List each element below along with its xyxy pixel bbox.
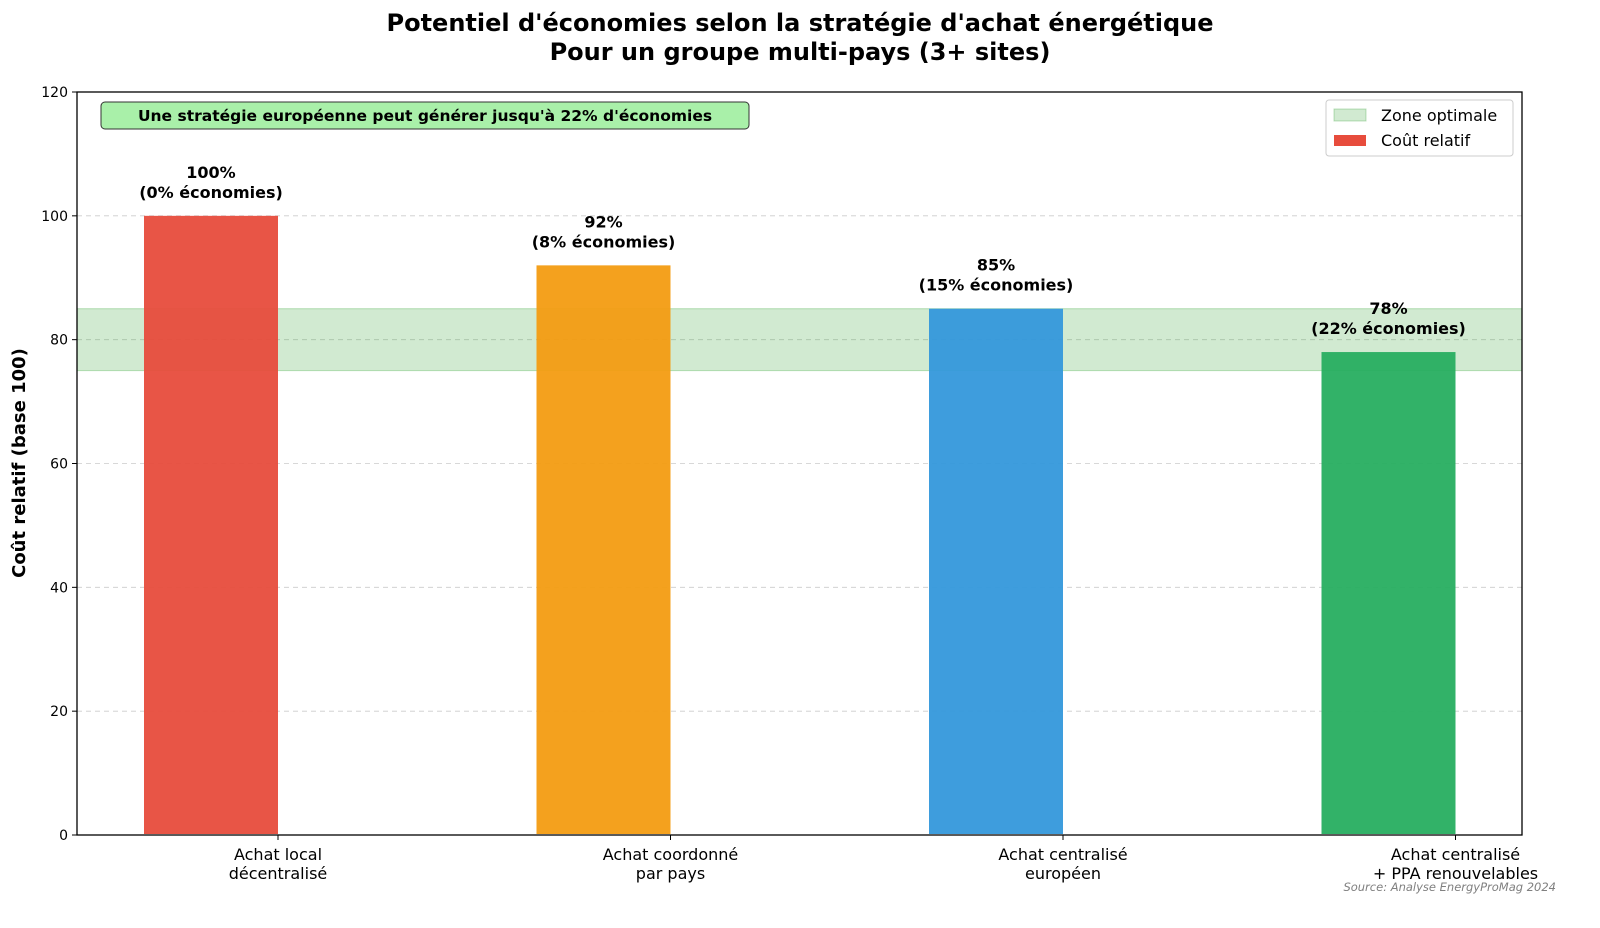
data-label-savings: (0% économies) xyxy=(139,183,283,202)
optimal-zone-band xyxy=(76,308,1523,372)
annotation-box: Une stratégie européenne peut générer ju… xyxy=(100,101,750,130)
data-label-value: 92% xyxy=(584,212,622,231)
bar xyxy=(536,265,671,834)
x-tick-label: Achat coordonné xyxy=(603,845,739,864)
chart-subtitle: Pour un groupe multi-pays (3+ sites) xyxy=(550,38,1051,66)
y-tick-label: 60 xyxy=(50,457,68,473)
legend-label-cost: Coût relatif xyxy=(1381,131,1471,150)
y-tick-label: 120 xyxy=(41,85,68,101)
y-tick-label: 40 xyxy=(50,580,68,596)
data-label-value: 78% xyxy=(1369,299,1407,318)
legend-swatch-cost xyxy=(1334,135,1366,146)
data-label-value: 100% xyxy=(186,163,235,182)
chart-title: Potentiel d'économies selon la stratégie… xyxy=(386,9,1213,37)
x-tick-label: Achat centralisé xyxy=(998,845,1127,864)
x-tick-label: par pays xyxy=(636,864,705,883)
legend: Zone optimale Coût relatif xyxy=(1325,99,1514,157)
data-label-savings: (15% économies) xyxy=(919,276,1074,295)
x-tick-label: + PPA renouvelables xyxy=(1373,864,1538,883)
y-axis-label: Coût relatif (base 100) xyxy=(9,348,30,578)
bar xyxy=(144,215,278,835)
y-tick-label: 20 xyxy=(50,704,68,720)
y-tick-label: 100 xyxy=(41,209,68,225)
y-tick-label: 80 xyxy=(50,333,68,349)
annotation-text: Une stratégie européenne peut générer ju… xyxy=(138,107,712,125)
x-tick-label: décentralisé xyxy=(229,864,328,883)
bar xyxy=(929,308,1063,834)
source-note: Source: Analyse EnergyProMag 2024 xyxy=(1343,880,1556,894)
data-label-value: 85% xyxy=(977,256,1015,275)
x-tick-label: Achat local xyxy=(234,845,322,864)
legend-swatch-zone xyxy=(1333,108,1367,122)
y-tick-label: 0 xyxy=(59,828,68,844)
data-label-savings: (8% économies) xyxy=(532,232,676,251)
x-tick-label: européen xyxy=(1025,864,1101,883)
data-label-savings: (22% économies) xyxy=(1311,319,1466,338)
legend-label-zone: Zone optimale xyxy=(1381,106,1497,125)
bar xyxy=(1321,352,1456,834)
x-tick-label: Achat centralisé xyxy=(1391,845,1520,864)
